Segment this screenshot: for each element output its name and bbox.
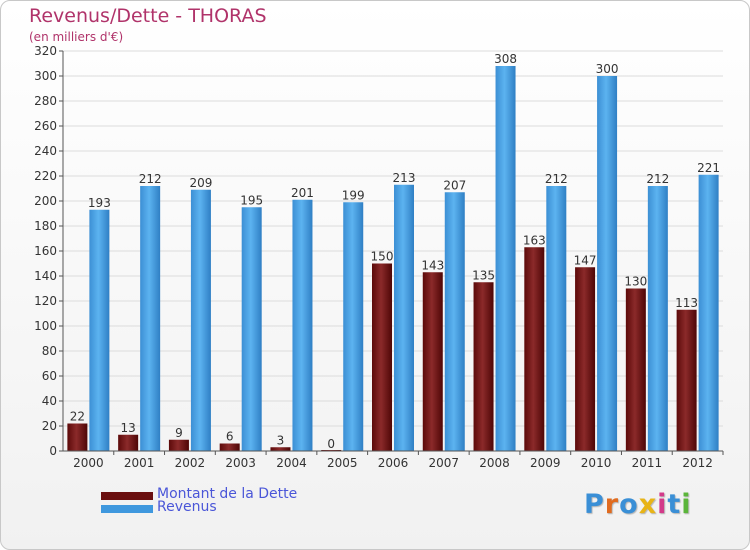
bar-dette — [473, 282, 494, 451]
bar-dette — [676, 309, 697, 451]
x-tick-label: 2008 — [479, 456, 510, 470]
x-tick-label: 2003 — [225, 456, 256, 470]
logo-letter: i — [681, 489, 692, 520]
bar-revenus — [698, 174, 719, 451]
data-label-dette: 13 — [121, 421, 136, 435]
y-tick-label: 60 — [42, 369, 57, 383]
chart-title: Revenus/Dette - THORAS — [29, 5, 267, 27]
legend-label-dette: Montant de la Dette — [157, 486, 298, 502]
data-label-revenus: 212 — [139, 172, 162, 186]
data-label-revenus: 199 — [342, 188, 365, 202]
y-tick-label: 260 — [34, 119, 57, 133]
bar-dette — [524, 247, 545, 451]
y-tick-label: 20 — [42, 419, 57, 433]
bar-revenus — [89, 209, 110, 451]
y-tick-label: 100 — [34, 319, 57, 333]
data-label-dette: 130 — [624, 275, 647, 289]
data-label-dette: 147 — [574, 253, 597, 267]
x-tick-label: 2001 — [124, 456, 155, 470]
y-tick-label: 240 — [34, 144, 57, 158]
bar-dette — [168, 439, 189, 451]
data-label-revenus: 212 — [646, 172, 669, 186]
bar-dette — [67, 423, 88, 451]
y-tick-label: 40 — [42, 394, 57, 408]
data-label-dette: 0 — [327, 437, 335, 451]
data-label-revenus: 193 — [88, 196, 111, 210]
y-tick-label: 140 — [34, 269, 57, 283]
bar-dette — [219, 443, 240, 451]
bar-dette — [372, 263, 392, 451]
data-label-dette: 6 — [226, 430, 234, 444]
y-tick-label: 320 — [34, 44, 57, 58]
bar-revenus — [444, 192, 465, 451]
data-label-revenus: 300 — [596, 62, 619, 76]
legend-swatch-dette — [101, 492, 153, 500]
logo-letter: o — [619, 489, 639, 520]
data-label-dette: 163 — [523, 233, 546, 247]
data-label-dette: 9 — [175, 426, 183, 440]
data-label-revenus: 209 — [189, 176, 212, 190]
x-tick-label: 2009 — [530, 456, 561, 470]
y-tick-label: 300 — [34, 69, 57, 83]
data-label-dette: 22 — [70, 410, 85, 424]
bar-revenus — [546, 186, 567, 451]
x-tick-label: 2004 — [276, 456, 307, 470]
bar-dette — [118, 434, 139, 451]
data-label-revenus: 212 — [545, 172, 568, 186]
y-tick-label: 180 — [34, 219, 57, 233]
y-tick-label: 0 — [49, 444, 57, 458]
proxiti-logo: Proxiti — [584, 489, 692, 520]
x-tick-label: 2006 — [378, 456, 409, 470]
data-label-revenus: 213 — [393, 171, 416, 185]
x-tick-label: 2011 — [632, 456, 663, 470]
x-tick-label: 2012 — [682, 456, 713, 470]
bar-revenus — [343, 202, 364, 451]
x-tick-label: 2007 — [428, 456, 459, 470]
data-label-dette: 143 — [421, 258, 444, 272]
y-tick-label: 280 — [34, 94, 57, 108]
bar-revenus — [495, 66, 516, 451]
data-label-dette: 113 — [675, 296, 698, 310]
bar-revenus — [647, 186, 668, 451]
logo-letter: x — [638, 489, 658, 520]
y-tick-label: 120 — [34, 294, 57, 308]
legend-swatch-revenus — [101, 505, 153, 513]
y-tick-label: 160 — [34, 244, 57, 258]
bar-dette — [270, 447, 291, 451]
bar-revenus — [292, 199, 313, 451]
x-tick-label: 2002 — [175, 456, 206, 470]
bar-revenus — [190, 189, 211, 451]
y-tick-label: 220 — [34, 169, 57, 183]
data-label-revenus: 207 — [443, 178, 466, 192]
x-tick-label: 2005 — [327, 456, 358, 470]
bar-revenus — [597, 76, 618, 451]
data-label-revenus: 195 — [240, 193, 263, 207]
data-label-revenus: 201 — [291, 186, 314, 200]
data-label-revenus: 221 — [697, 161, 720, 175]
logo-letter: t — [667, 489, 682, 520]
bar-dette — [422, 272, 443, 451]
y-tick-label: 80 — [42, 344, 57, 358]
legend-label-revenus: Revenus — [157, 499, 217, 515]
bar-dette — [575, 267, 596, 451]
data-label-revenus: 308 — [494, 52, 517, 66]
x-tick-label: 2010 — [581, 456, 612, 470]
data-label-dette: 150 — [371, 250, 394, 264]
data-label-dette: 3 — [277, 433, 285, 447]
x-tick-label: 2000 — [73, 456, 104, 470]
bar-revenus — [140, 186, 161, 451]
chart-subtitle: (en milliers d'€) — [29, 30, 124, 44]
logo-letter: P — [584, 489, 605, 520]
y-tick-label: 200 — [34, 194, 57, 208]
logo-letter: i — [657, 489, 668, 520]
bar-dette — [625, 288, 646, 451]
logo-letter: r — [604, 489, 620, 520]
data-label-dette: 135 — [472, 268, 495, 282]
bar-revenus — [241, 207, 262, 451]
bar-revenus — [394, 184, 414, 451]
